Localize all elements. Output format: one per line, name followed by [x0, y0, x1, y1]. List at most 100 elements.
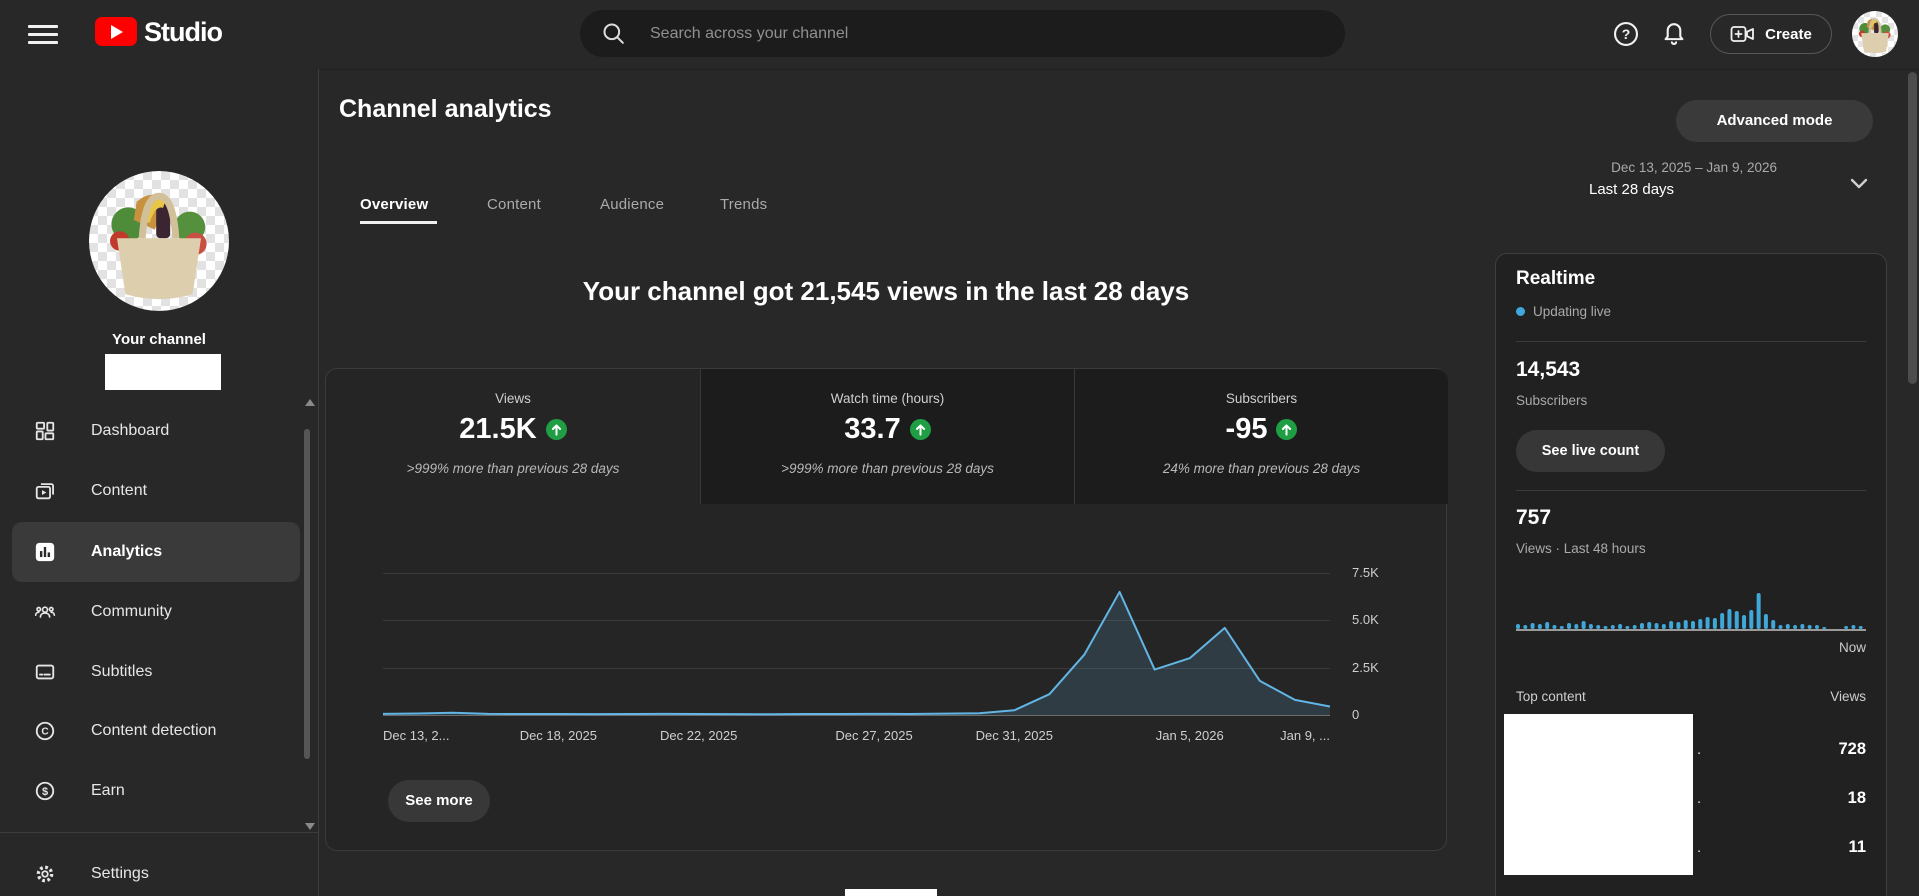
sidebar-item-subtitles[interactable]: Subtitles	[0, 642, 318, 702]
advanced-mode-button[interactable]: Advanced mode	[1676, 100, 1873, 142]
metric-tab-views[interactable]: Views 21.5K >999% more than previous 28 …	[326, 369, 700, 504]
sidebar-item-content[interactable]: Content	[0, 461, 318, 521]
metric-value: -95	[1225, 413, 1268, 445]
date-range-label[interactable]: Dec 13, 2025 – Jan 9, 2026	[1611, 160, 1777, 175]
realtime-divider	[1516, 490, 1866, 491]
hamburger-menu-icon[interactable]	[28, 25, 58, 45]
redacted-top-content-titles	[1504, 714, 1693, 875]
y-axis-tick-label: 7.5K	[1352, 565, 1379, 580]
svg-text:?: ?	[1622, 26, 1631, 42]
metric-value: 33.7	[844, 413, 901, 445]
gridline-2500	[383, 668, 1330, 669]
subtitles-icon	[34, 661, 56, 683]
top-content-row-views[interactable]: 728	[1838, 740, 1866, 758]
analytics-card: Views 21.5K >999% more than previous 28 …	[325, 368, 1448, 851]
trend-up-icon	[545, 419, 567, 440]
dollar-icon: $	[34, 780, 56, 802]
copyright-icon: C	[34, 720, 56, 742]
sparkline-baseline	[1516, 629, 1866, 631]
search-placeholder: Search across your channel	[650, 25, 849, 42]
sidebar-item-dashboard[interactable]: Dashboard	[0, 401, 318, 461]
gridline-7500	[383, 573, 1330, 574]
x-axis-line	[383, 715, 1330, 716]
create-button-label: Create	[1765, 25, 1812, 43]
period-label[interactable]: Last 28 days	[1589, 181, 1675, 198]
content-icon	[34, 480, 56, 502]
metric-tab-watch-time[interactable]: Watch time (hours) 33.7 >999% more than …	[700, 369, 1074, 504]
realtime-divider	[1516, 341, 1866, 342]
sidebar-item-content-detection[interactable]: C Content detection	[0, 701, 318, 761]
sidebar-scroll-down-arrow[interactable]	[305, 823, 315, 830]
sidebar-item-label: Dashboard	[91, 422, 170, 439]
realtime-views-count: 757	[1516, 506, 1552, 529]
create-button[interactable]: Create	[1710, 14, 1832, 54]
your-channel-label: Your channel	[112, 331, 206, 348]
help-icon[interactable]: ?	[1612, 20, 1640, 48]
y-axis-tick-label: 5.0K	[1352, 612, 1379, 627]
channel-avatar[interactable]	[89, 171, 229, 311]
gear-icon	[34, 863, 56, 885]
metric-value: 21.5K	[459, 413, 537, 445]
gridline-5000	[383, 620, 1330, 621]
account-avatar[interactable]	[1852, 11, 1898, 57]
headline: Your channel got 21,545 views in the las…	[582, 276, 1190, 306]
svg-text:$: $	[42, 786, 48, 798]
realtime-subscriber-count: 14,543	[1516, 358, 1581, 381]
tab-trends[interactable]: Trends	[720, 196, 768, 213]
youtube-logo-icon[interactable]	[95, 17, 137, 46]
page-scrollbar[interactable]	[1908, 72, 1917, 384]
trend-up-icon	[909, 419, 931, 440]
sidebar-scrollbar[interactable]	[304, 429, 310, 759]
top-content-row-views[interactable]: 11	[1848, 838, 1866, 856]
x-axis-tick-label: Dec 18, 2025	[519, 728, 598, 743]
sidebar-item-label: Content	[91, 482, 148, 499]
metric-label: Subscribers	[1225, 391, 1298, 406]
realtime-subscribers-label: Subscribers	[1516, 393, 1588, 408]
tab-content[interactable]: Content	[487, 196, 541, 213]
y-axis-tick-label: 2.5K	[1352, 660, 1379, 675]
sidebar-item-analytics[interactable]: Analytics	[12, 522, 300, 582]
search-input[interactable]: Search across your channel	[580, 10, 1345, 57]
x-axis-tick-label: Dec 31, 2025	[975, 728, 1053, 743]
x-axis-tick-label: Jan 9, ...	[1280, 728, 1330, 743]
top-content-column-header: Top content	[1516, 689, 1586, 704]
see-live-count-button[interactable]: See live count	[1516, 430, 1665, 472]
metric-delta: 24% more than previous 28 days	[1162, 461, 1361, 476]
metric-label: Views	[495, 391, 531, 406]
x-axis-tick-label: Dec 22, 2025	[659, 728, 738, 743]
create-video-icon	[1730, 23, 1756, 45]
top-content-row-views[interactable]: 18	[1847, 789, 1866, 807]
dashboard-icon	[34, 420, 56, 442]
top-bar: Studio Search across your channel ? Crea…	[0, 0, 1919, 70]
realtime-title: Realtime	[1516, 268, 1596, 289]
x-axis-tick-label: Dec 27, 2025	[835, 728, 913, 743]
x-axis-tick-label: Jan 5, 2026	[1155, 728, 1224, 743]
metric-label: Watch time (hours)	[830, 391, 945, 406]
views-line-chart[interactable]	[383, 503, 1330, 716]
svg-text:C: C	[41, 727, 48, 738]
metric-delta: >999% more than previous 28 days	[781, 461, 994, 476]
sidebar-scroll-up-arrow[interactable]	[305, 399, 315, 406]
sidebar: Your channel Dashboard Content Analytics	[0, 69, 318, 896]
sidebar-border	[318, 69, 319, 896]
metric-tab-subscribers[interactable]: Subscribers -95 24% more than previous 2…	[1074, 369, 1448, 504]
redacted-bottom-element	[845, 889, 937, 896]
updating-live-label: Updating live	[1533, 304, 1612, 319]
sidebar-item-label: Analytics	[91, 543, 163, 560]
updating-live-status: Updating live	[1516, 304, 1611, 319]
live-dot-icon	[1516, 307, 1525, 316]
notifications-bell-icon[interactable]	[1660, 20, 1688, 48]
chevron-down-icon[interactable]	[1844, 172, 1874, 196]
trend-up-icon	[1276, 419, 1298, 440]
sidebar-item-earn[interactable]: $ Earn	[0, 761, 318, 821]
sidebar-item-settings[interactable]: Settings	[0, 844, 318, 896]
sidebar-item-community[interactable]: Community	[0, 582, 318, 642]
sidebar-item-label: Earn	[91, 782, 125, 799]
tab-overview[interactable]: Overview	[360, 196, 429, 213]
redacted-channel-name	[105, 354, 221, 390]
search-icon	[600, 20, 627, 47]
see-more-button[interactable]: See more	[388, 780, 490, 822]
studio-logotype[interactable]: Studio	[144, 17, 223, 47]
sidebar-item-label: Subtitles	[91, 663, 153, 680]
tab-audience[interactable]: Audience	[600, 196, 665, 213]
